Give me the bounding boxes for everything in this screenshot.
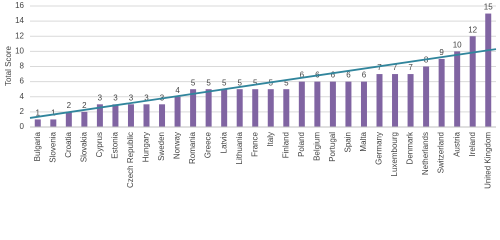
bar <box>376 74 383 127</box>
bar <box>252 89 259 127</box>
value-label: 1 <box>51 109 56 118</box>
x-tick-label: Austria <box>452 131 461 156</box>
bar <box>485 13 492 127</box>
x-tick-label: Sweden <box>157 132 166 161</box>
value-label: 5 <box>237 78 242 87</box>
bar <box>438 58 445 127</box>
bar <box>174 96 181 127</box>
value-label: 7 <box>408 63 413 72</box>
bar <box>298 81 305 127</box>
x-tick-label: France <box>250 131 259 156</box>
value-label: 6 <box>331 71 336 80</box>
bar <box>423 66 430 127</box>
y-tick-label: 14 <box>15 16 24 25</box>
x-tick-label: Poland <box>297 132 306 157</box>
y-tick-label: 12 <box>15 31 24 40</box>
value-label: 7 <box>377 63 382 72</box>
value-label: 3 <box>113 93 118 102</box>
x-tick-label: Switzerland <box>437 132 446 173</box>
bar <box>345 81 352 127</box>
value-label: 7 <box>393 63 398 72</box>
value-label: 4 <box>175 86 180 95</box>
bar <box>127 104 134 127</box>
y-tick-label: 8 <box>20 62 25 71</box>
value-label: 6 <box>362 71 367 80</box>
x-tick-label: Italy <box>266 132 275 147</box>
y-tick-label: 4 <box>20 92 25 101</box>
bar <box>267 89 274 127</box>
bar <box>205 89 212 127</box>
x-tick-label: Denmark <box>406 131 415 164</box>
bar <box>221 89 228 127</box>
x-tick-label: Czech Republic <box>126 132 135 188</box>
x-tick-label: Lithuania <box>235 131 244 164</box>
value-label: 6 <box>300 71 305 80</box>
value-label: 5 <box>222 78 227 87</box>
value-label: 6 <box>346 71 351 80</box>
x-tick-label: Greece <box>204 131 213 158</box>
x-tick-label: Spain <box>344 132 353 152</box>
y-tick-label: 2 <box>20 107 25 116</box>
value-label: 10 <box>453 40 462 49</box>
x-tick-label: Portugal <box>328 132 337 162</box>
bar <box>159 104 166 127</box>
bar <box>143 104 150 127</box>
value-label: 5 <box>206 78 211 87</box>
bar <box>392 74 399 127</box>
bar <box>81 111 88 127</box>
value-label: 5 <box>284 78 289 87</box>
x-tick-label: Ireland <box>468 132 477 156</box>
bar <box>96 104 103 127</box>
value-label: 12 <box>468 25 477 34</box>
x-tick-label: Slovenia <box>48 131 57 162</box>
trend-line <box>29 48 497 119</box>
bar <box>236 89 243 127</box>
bar <box>454 51 461 127</box>
x-tick-label: Finland <box>281 132 290 158</box>
bar <box>283 89 290 127</box>
x-tick-label: Belgium <box>312 132 321 161</box>
bar <box>469 36 476 127</box>
x-tick-label: Bulgaria <box>33 131 42 161</box>
y-tick-label: 10 <box>15 46 24 55</box>
value-label: 1 <box>36 109 41 118</box>
bar <box>50 119 57 127</box>
x-tick-label: Slovakia <box>79 131 88 162</box>
x-tick-label: United Kingdom <box>483 132 492 189</box>
x-tick-label: Cyprus <box>95 132 104 157</box>
value-label: 5 <box>253 78 258 87</box>
value-label: 3 <box>129 93 134 102</box>
value-label: 2 <box>82 101 87 110</box>
x-tick-label: Romania <box>188 131 197 164</box>
x-tick-label: Norway <box>173 132 182 159</box>
value-label: 3 <box>144 93 149 102</box>
x-tick-label: Luxembourg <box>390 132 399 176</box>
value-label: 5 <box>191 78 196 87</box>
bar <box>190 89 197 127</box>
value-label: 9 <box>439 48 444 57</box>
value-label: 3 <box>98 93 103 102</box>
value-label: 2 <box>67 101 72 110</box>
x-tick-label: Croatia <box>64 131 73 157</box>
bar <box>314 81 321 127</box>
x-tick-label: Netherlands <box>421 132 430 175</box>
x-tick-label: Estonia <box>111 131 120 158</box>
y-tick-label: 0 <box>20 122 25 131</box>
x-tick-label: Germany <box>375 132 384 165</box>
x-tick-label: Hungary <box>142 132 151 162</box>
bar <box>329 81 336 127</box>
value-label: 15 <box>484 3 493 12</box>
bar <box>112 104 119 127</box>
bar <box>360 81 367 127</box>
y-axis-label: Total Score <box>4 45 13 86</box>
bar <box>407 74 414 127</box>
y-tick-label: 16 <box>15 1 24 10</box>
x-tick-label: Latvia <box>219 131 228 153</box>
bar <box>34 119 41 127</box>
bar <box>65 111 72 127</box>
x-tick-label: Malta <box>359 131 368 151</box>
y-tick-label: 6 <box>20 77 25 86</box>
chart: Total Score 0 2 4 6 8 10 12 14 16 1 Bulgaria 1 Slove… <box>4 1 497 189</box>
